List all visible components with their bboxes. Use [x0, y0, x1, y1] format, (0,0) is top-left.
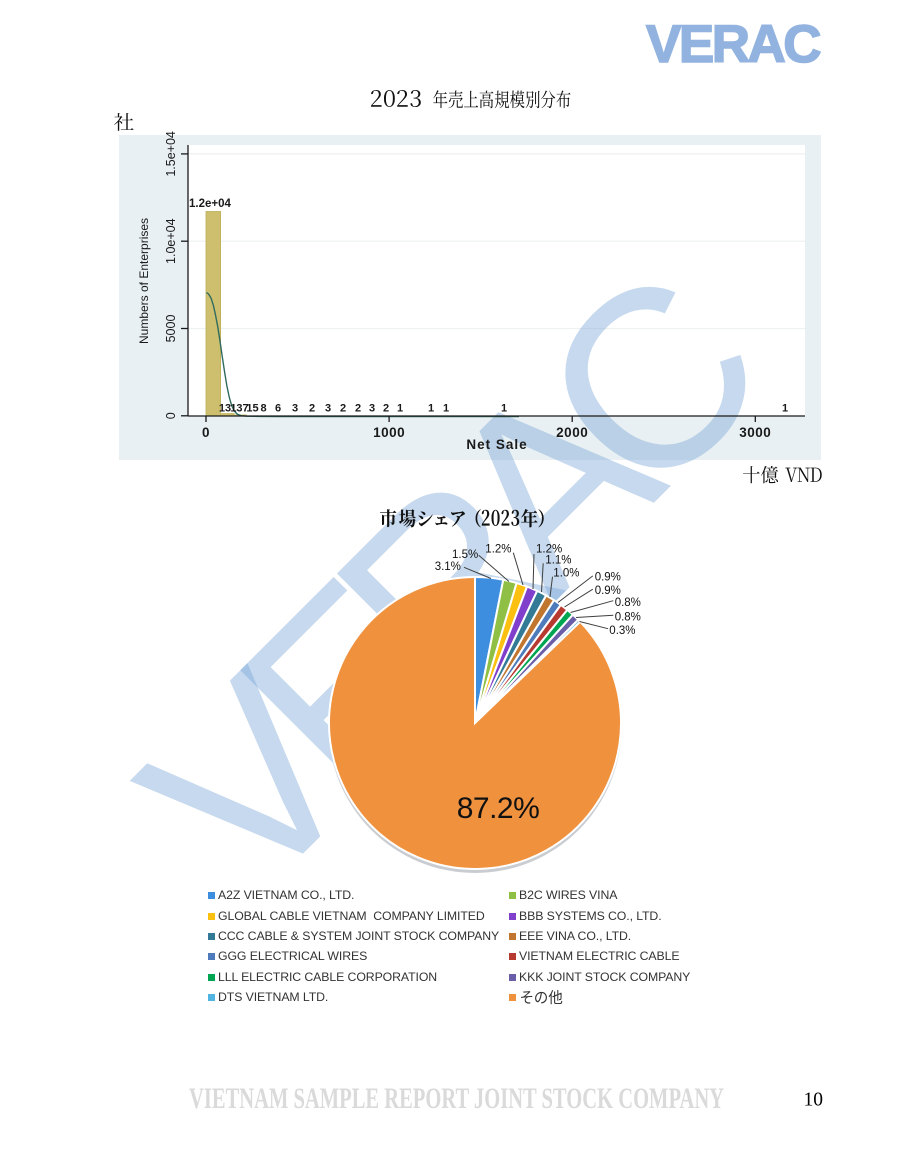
svg-text:0: 0 — [202, 425, 210, 440]
svg-text:2: 2 — [340, 403, 346, 415]
svg-text:2000: 2000 — [556, 425, 588, 440]
svg-text:VIETNAM SAMPLE REPORT JOINT ST: VIETNAM SAMPLE REPORT JOINT STOCK COMPAN… — [189, 1082, 724, 1115]
svg-text:2: 2 — [355, 403, 361, 415]
svg-text:2: 2 — [309, 403, 315, 415]
svg-text:5000: 5000 — [164, 315, 178, 343]
svg-text:1.0%: 1.0% — [553, 568, 579, 580]
svg-text:0.3%: 0.3% — [609, 625, 635, 637]
svg-text:3.1%: 3.1% — [435, 561, 461, 573]
svg-text:0: 0 — [164, 412, 178, 419]
svg-text:15: 15 — [246, 403, 258, 415]
svg-text:Net Sale: Net Sale — [466, 437, 527, 452]
svg-text:Numbers of Enterprises: Numbers of Enterprises — [137, 218, 151, 344]
svg-text:1.2e+04: 1.2e+04 — [189, 198, 231, 210]
svg-text:1: 1 — [501, 403, 507, 415]
svg-text:8: 8 — [260, 403, 266, 415]
svg-text:1000: 1000 — [373, 425, 405, 440]
svg-text:0.8%: 0.8% — [615, 597, 641, 609]
svg-text:1: 1 — [397, 403, 403, 415]
svg-text:10: 10 — [804, 1090, 824, 1111]
svg-text:3000: 3000 — [739, 425, 771, 440]
svg-text:87.2%: 87.2% — [457, 792, 540, 825]
svg-text:1.5e+04: 1.5e+04 — [164, 131, 178, 177]
svg-text:1.0e+04: 1.0e+04 — [164, 218, 178, 264]
svg-text:0.9%: 0.9% — [595, 572, 621, 584]
svg-text:1: 1 — [443, 403, 449, 415]
svg-text:3: 3 — [325, 403, 331, 415]
svg-text:0.9%: 0.9% — [595, 585, 621, 597]
svg-text:3: 3 — [292, 403, 298, 415]
svg-text:1.2%: 1.2% — [536, 544, 562, 556]
svg-text:1: 1 — [428, 403, 434, 415]
svg-text:2: 2 — [383, 403, 389, 415]
svg-text:1: 1 — [782, 403, 788, 415]
svg-text:1.5%: 1.5% — [452, 549, 478, 561]
svg-text:137: 137 — [230, 403, 248, 415]
svg-text:3: 3 — [369, 403, 375, 415]
svg-text:0.8%: 0.8% — [615, 612, 641, 624]
svg-text:1.2%: 1.2% — [485, 544, 511, 556]
svg-text:13: 13 — [219, 403, 231, 415]
svg-text:6: 6 — [275, 403, 281, 415]
svg-text:1.1%: 1.1% — [545, 554, 571, 566]
